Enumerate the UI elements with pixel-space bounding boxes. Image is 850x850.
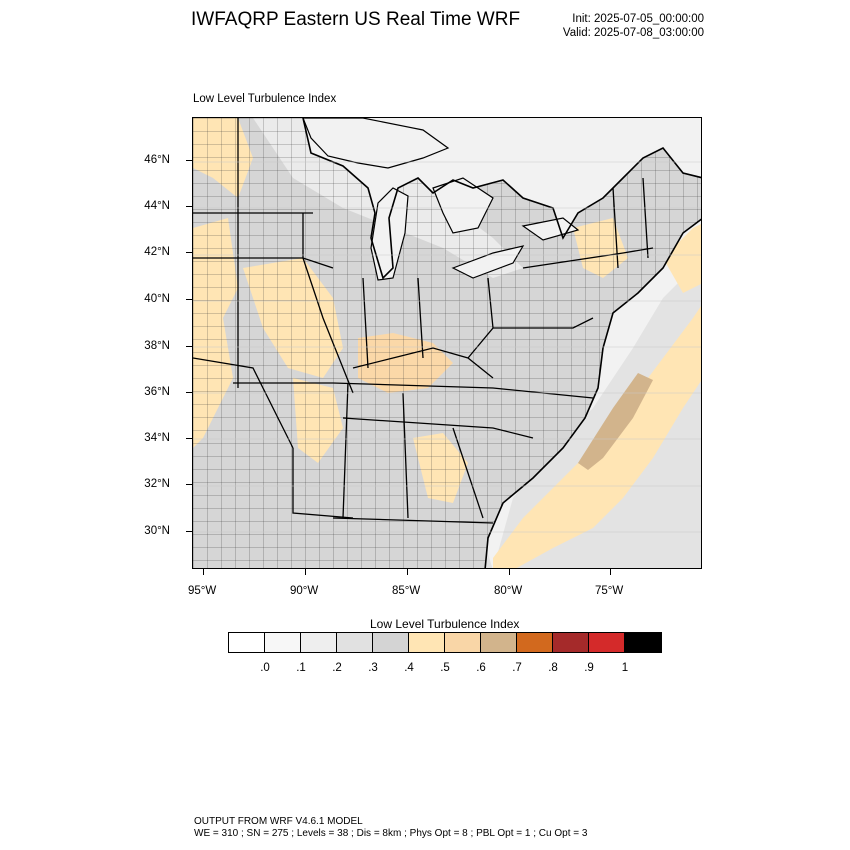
lon-label: 90°W [290,585,319,597]
state-border [522,247,654,269]
colorbar-swatch [301,633,337,652]
lat-tick [186,299,192,300]
state-border [342,382,349,519]
colorbar-label: .0 [260,662,270,674]
lake-ontario [521,217,580,241]
valid-time: Valid: 2025-07-08_03:00:00 [562,27,704,39]
lat-label: 34°N [144,432,170,444]
state-border [292,448,354,519]
state-border [362,277,369,369]
lat-label: 38°N [144,340,170,352]
colorbar-title: Low Level Turbulence Index [370,617,520,631]
lake-erie [451,245,525,279]
lon-tick [610,569,611,575]
colorbar-label: .8 [548,662,558,674]
lon-label: 95°W [188,585,217,597]
lon-label: 80°W [494,585,523,597]
colorbar-label: .7 [512,662,522,674]
lat-tick [186,206,192,207]
init-time: Init: 2025-07-05_00:00:00 [572,13,704,25]
state-border [452,427,484,519]
lat-tick [186,438,192,439]
map-panel [192,117,702,569]
model-info-line2: WE = 310 ; SN = 275 ; Levels = 38 ; Dis … [194,828,588,839]
colorbar-label: .4 [404,662,414,674]
state-border [402,392,409,519]
lat-tick [186,392,192,393]
turbulence-map [193,118,701,568]
lon-tick [407,569,408,575]
lat-label: 32°N [144,478,170,490]
coastline [302,118,701,568]
state-border [342,417,534,439]
lon-label: 75°W [595,585,624,597]
colorbar-swatch [229,633,265,652]
state-border [302,213,354,394]
lat-tick [186,484,192,485]
lake-superior [302,118,450,169]
colorbar-swatch [589,633,625,652]
colorbar-label: .2 [332,662,342,674]
lake-huron [432,177,494,234]
ocean-gray-zone [493,260,701,568]
lat-label: 40°N [144,293,170,305]
state-border [493,317,594,329]
colorbar-swatch [409,633,445,652]
page-title: IWFAQRP Eastern US Real Time WRF [191,9,521,30]
offshore-plume-north [663,224,701,293]
lon-tick [305,569,306,575]
lat-tick [186,531,192,532]
field-title: Low Level Turbulence Index [193,93,337,105]
colorbar-label: 1 [621,662,629,674]
state-border [193,357,294,449]
state-border [332,517,494,524]
lon-tick [203,569,204,575]
colorbar-label: .9 [584,662,594,674]
state-border [612,187,619,269]
colorbar [228,632,662,653]
lat-tick [186,346,192,347]
colorbar-swatch [337,633,373,652]
lat-tick [186,160,192,161]
colorbar-swatch [265,633,301,652]
colorbar-label: .5 [440,662,450,674]
colorbar-swatch [553,633,589,652]
graticule [193,161,701,533]
lat-label: 46°N [144,154,170,166]
state-border [352,347,494,379]
lon-label: 85°W [392,585,421,597]
colorbar-swatch [445,633,481,652]
lat-label: 30°N [144,525,170,537]
model-info-line1: OUTPUT FROM WRF V4.6.1 MODEL [194,816,363,827]
lat-label: 44°N [144,200,170,212]
colorbar-swatch [481,633,517,652]
lat-label: 36°N [144,386,170,398]
lon-tick [509,569,510,575]
colorbar-label: .3 [368,662,378,674]
lat-label: 42°N [144,246,170,258]
state-border [417,277,424,359]
colorbar-swatch [625,633,661,652]
colorbar-label: .1 [296,662,306,674]
colorbar-swatch [517,633,553,652]
colorbar-label: .6 [476,662,486,674]
state-border [642,177,649,259]
ocean-turbulence-core [578,373,653,470]
colorbar-swatch [373,633,409,652]
ocean-turbulence-plume [493,306,701,568]
lat-tick [186,252,192,253]
